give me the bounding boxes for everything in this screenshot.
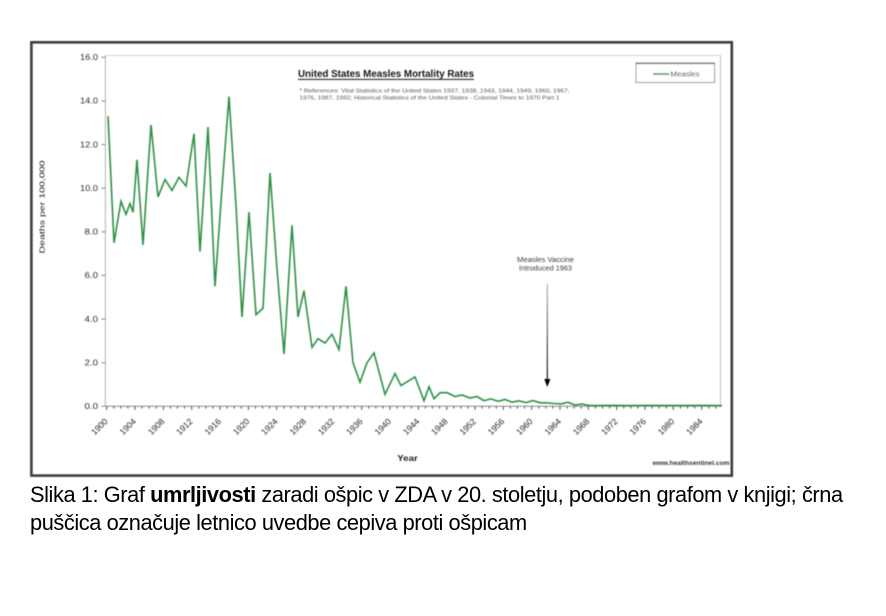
svg-text:2.0: 2.0 — [85, 358, 99, 367]
svg-text:Deaths per 100,000: Deaths per 100,000 — [38, 161, 47, 254]
svg-text:Introduced 1963: Introduced 1963 — [519, 265, 572, 272]
svg-text:Measles: Measles — [671, 72, 701, 79]
svg-text:United States Measles Mortalit: United States Measles Mortality Rates — [298, 69, 474, 80]
svg-text:Year: Year — [397, 454, 418, 463]
svg-text:14.0: 14.0 — [80, 97, 99, 106]
svg-text:10.0: 10.0 — [80, 184, 99, 193]
svg-text:www.healthsentinel.com: www.healthsentinel.com — [651, 460, 729, 467]
svg-text:1976, 1987, 1992; Historical S: 1976, 1987, 1992; Historical Statistics … — [300, 96, 560, 102]
svg-text:8.0: 8.0 — [85, 228, 99, 237]
svg-text:0.0: 0.0 — [85, 402, 99, 411]
svg-text:12.0: 12.0 — [80, 140, 99, 149]
svg-text:* References: Vital Statistics: * References: Vital Statistics of the Un… — [300, 88, 571, 94]
svg-text:6.0: 6.0 — [85, 271, 99, 280]
svg-text:Measles Vaccine: Measles Vaccine — [517, 257, 574, 264]
svg-text:16.0: 16.0 — [80, 53, 99, 62]
svg-text:4.0: 4.0 — [85, 315, 99, 324]
